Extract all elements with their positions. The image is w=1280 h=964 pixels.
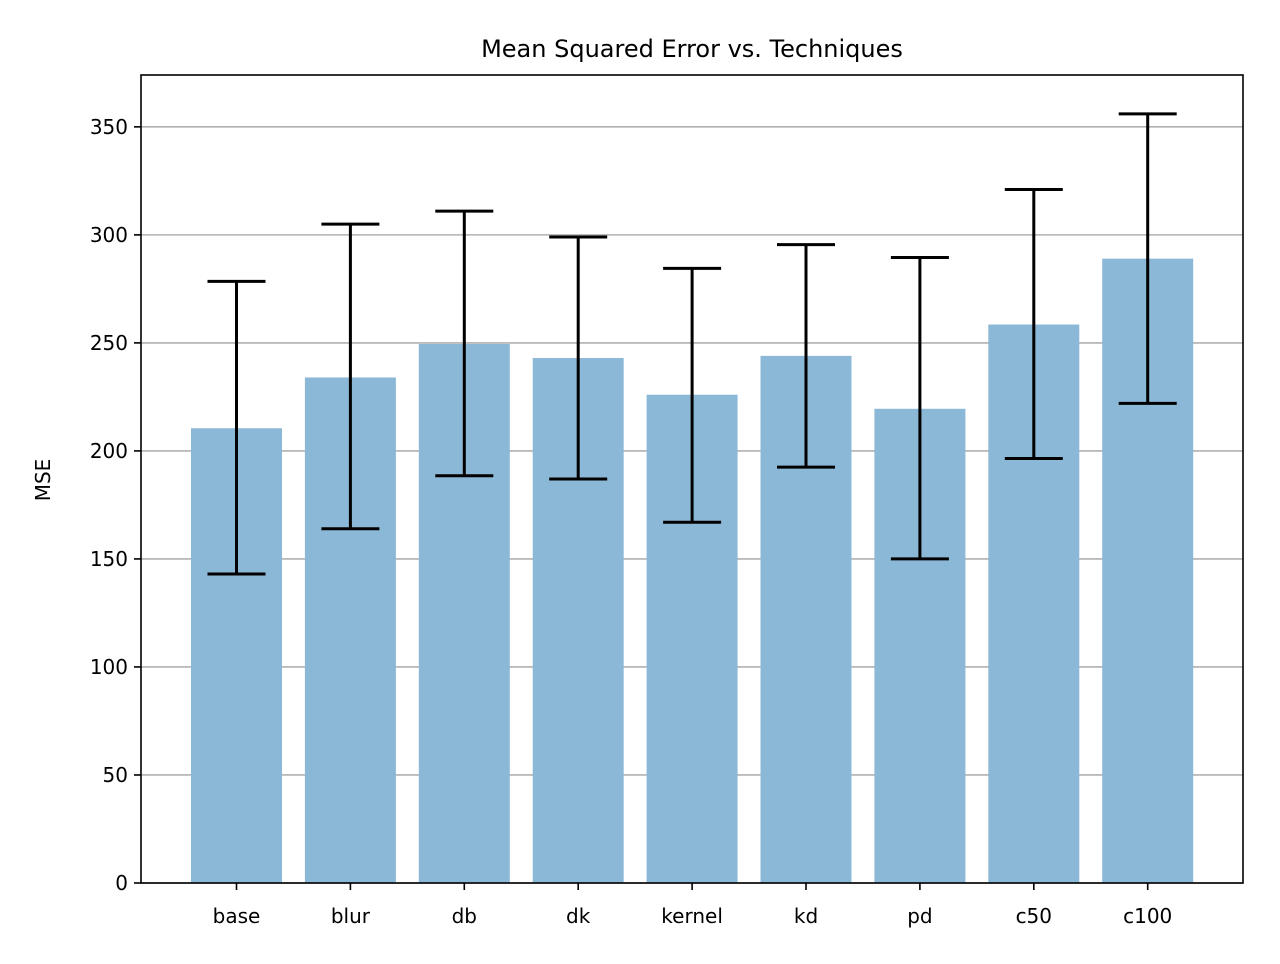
x-tick-label: c100 xyxy=(1123,904,1172,928)
y-tick-label: 50 xyxy=(103,763,128,787)
y-tick-label: 350 xyxy=(90,115,128,139)
x-tick-label: base xyxy=(213,904,261,928)
error-bar-c100 xyxy=(1118,112,1177,405)
y-axis: 0 50 100 150 200 250 300 350 xyxy=(90,115,141,895)
x-tick-label: blur xyxy=(331,904,371,928)
x-tick-label: kd xyxy=(794,904,818,928)
y-tick-label: 250 xyxy=(90,331,128,355)
x-axis: base blur db dk kernel kd pd c50 c100 xyxy=(213,883,1172,928)
error-bars xyxy=(207,112,1177,576)
chart-title: Mean Squared Error vs. Techniques xyxy=(481,35,903,63)
x-tick-label: pd xyxy=(907,904,932,928)
error-bar-kd xyxy=(777,243,835,469)
y-tick-label: 300 xyxy=(90,223,128,247)
y-tick-label: 100 xyxy=(90,655,128,679)
error-bar-kernel xyxy=(663,266,722,524)
y-tick-label: 150 xyxy=(90,547,128,571)
x-tick-label: c50 xyxy=(1016,904,1052,928)
error-bar-pd xyxy=(890,256,949,561)
y-tick-label: 0 xyxy=(115,871,128,895)
x-tick-label: dk xyxy=(566,904,591,928)
error-bar-dk xyxy=(549,235,608,481)
error-bar-base xyxy=(207,279,266,576)
y-tick-label: 200 xyxy=(90,439,128,463)
x-tick-label: db xyxy=(452,904,477,928)
x-tick-label: kernel xyxy=(661,904,723,928)
error-bar-blur xyxy=(321,222,380,531)
error-bar-c50 xyxy=(1004,188,1063,460)
error-bar-db xyxy=(435,209,494,478)
y-axis-label: MSE xyxy=(31,459,55,502)
bars xyxy=(191,258,1194,884)
